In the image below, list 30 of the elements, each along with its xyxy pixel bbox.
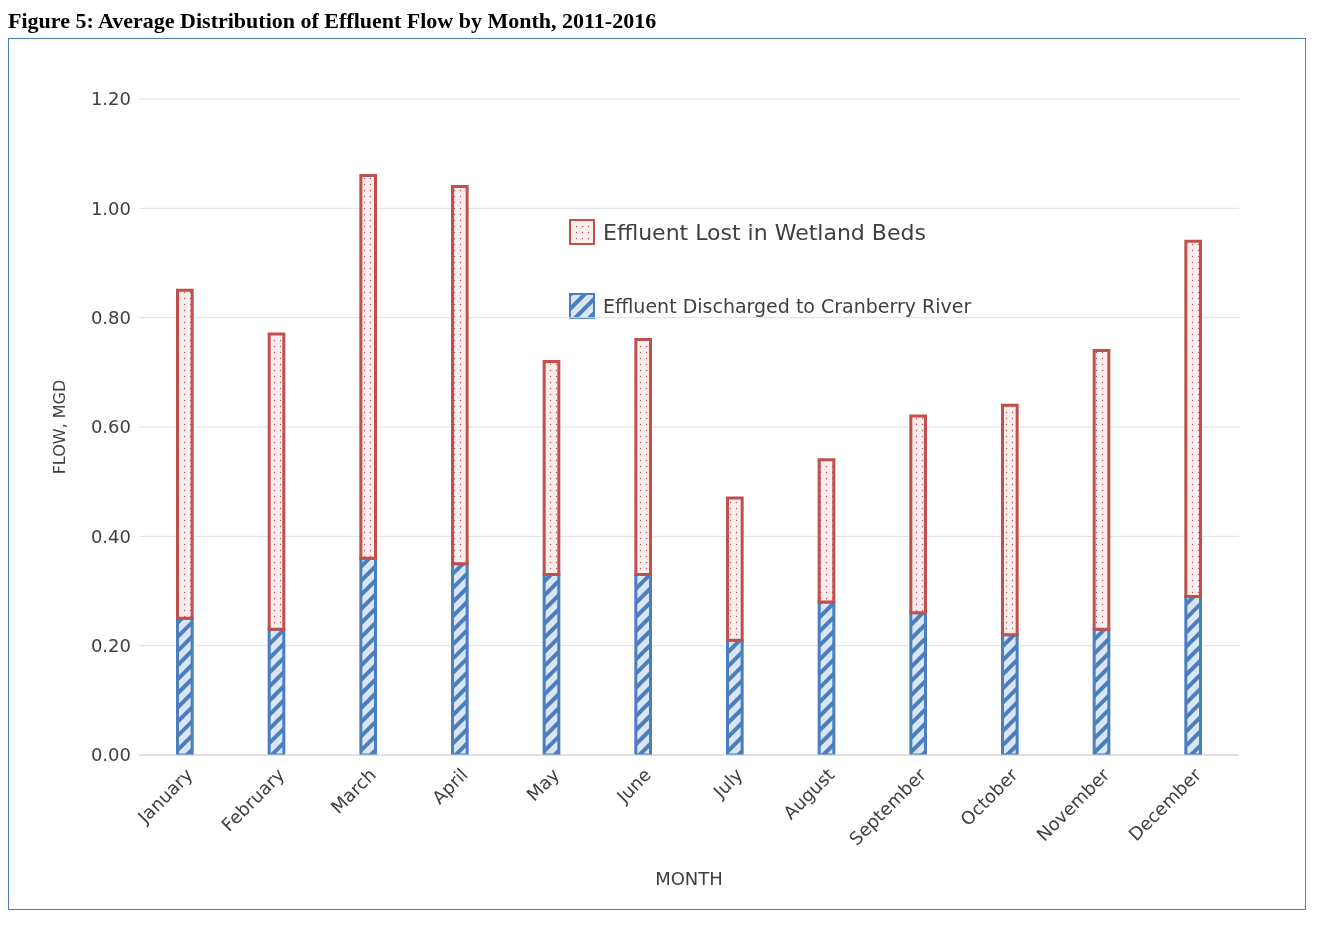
bar xyxy=(359,174,377,560)
bar xyxy=(542,359,561,577)
bar xyxy=(176,288,194,620)
bar xyxy=(909,611,927,755)
x-axis-title: MONTH xyxy=(655,868,723,889)
bar xyxy=(1001,633,1019,755)
chart-title: Figure 5: Average Distribution of Effluent Flow by Month, 2011-2016 xyxy=(8,8,658,34)
bar xyxy=(451,184,469,566)
y-tick-label: 1.00 xyxy=(90,197,131,219)
y-tick-label: 1.20 xyxy=(90,88,131,110)
bar xyxy=(1184,239,1202,598)
y-tick-label: 0.20 xyxy=(90,635,131,657)
bar xyxy=(1001,403,1019,637)
bar xyxy=(909,414,927,615)
bar xyxy=(817,600,836,755)
legend-label: Effluent Lost in Wetland Beds xyxy=(603,219,926,245)
bar xyxy=(267,332,286,631)
bar xyxy=(1092,348,1111,631)
legend-label: Effluent Discharged to Cranberry River xyxy=(603,295,972,317)
bar xyxy=(542,573,561,755)
bar xyxy=(726,496,744,642)
y-axis-title: FLOW, MGD xyxy=(49,379,69,475)
y-tick-label: 0.40 xyxy=(90,525,131,547)
bar xyxy=(451,562,469,755)
y-tick-label: 0.00 xyxy=(90,744,131,766)
bar xyxy=(817,458,836,604)
y-tick-label: 0.80 xyxy=(90,307,131,329)
bar xyxy=(634,573,652,755)
bar xyxy=(634,338,652,577)
y-tick-label: 0.60 xyxy=(90,416,131,438)
